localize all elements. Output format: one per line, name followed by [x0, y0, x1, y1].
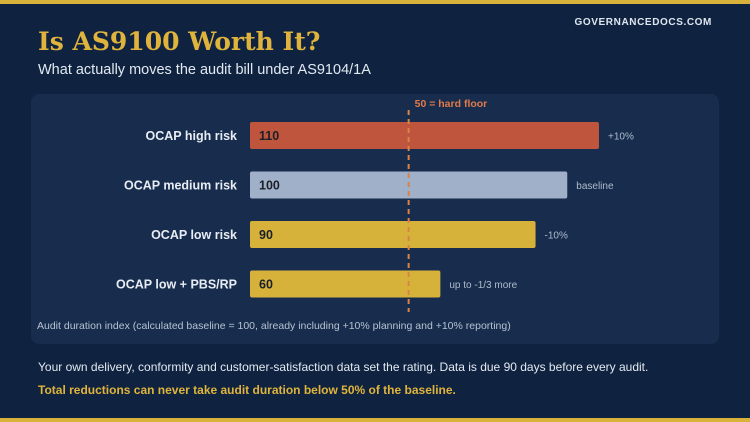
- bar-value-label: 110: [259, 129, 279, 143]
- bar: [250, 270, 441, 298]
- rating-note: Your own delivery, conformity and custom…: [38, 360, 649, 374]
- bar-annotation: -10%: [545, 231, 568, 242]
- bar-value-label: 100: [259, 179, 280, 193]
- bar: [250, 221, 536, 248]
- category-label: OCAP high risk: [146, 129, 238, 143]
- bar-annotation: baseline: [576, 181, 614, 192]
- bar-chart: OCAP high risk 110 +10% OCAP medium risk 100…: [116, 98, 634, 312]
- category-label: OCAP low + PBS/RP: [116, 278, 237, 292]
- page-subtitle: What actually moves the audit bill under…: [38, 62, 371, 78]
- bar-value-label: 60: [259, 278, 273, 292]
- chart-footnote: Audit duration index (calculated baselin…: [37, 320, 511, 332]
- bottom-accent-bar: [0, 418, 750, 422]
- bar-annotation: up to -1/3 more: [449, 280, 517, 291]
- page-title: Is AS9100 Worth It?: [38, 27, 321, 56]
- floor-reference-label: 50 = hard floor: [415, 98, 488, 110]
- category-label: OCAP low risk: [151, 228, 237, 242]
- top-accent-bar: [0, 0, 750, 4]
- category-label: OCAP medium risk: [124, 179, 237, 193]
- chart-panel: OCAP high risk 110 +10% OCAP medium risk 100…: [31, 94, 719, 344]
- bar: [250, 122, 599, 149]
- bar-value-label: 90: [259, 228, 273, 242]
- brand-label: GOVERNANCEDOCS.COM: [574, 17, 712, 28]
- bar-annotation: +10%: [608, 132, 634, 143]
- floor-note: Total reductions can never take audit du…: [38, 383, 456, 397]
